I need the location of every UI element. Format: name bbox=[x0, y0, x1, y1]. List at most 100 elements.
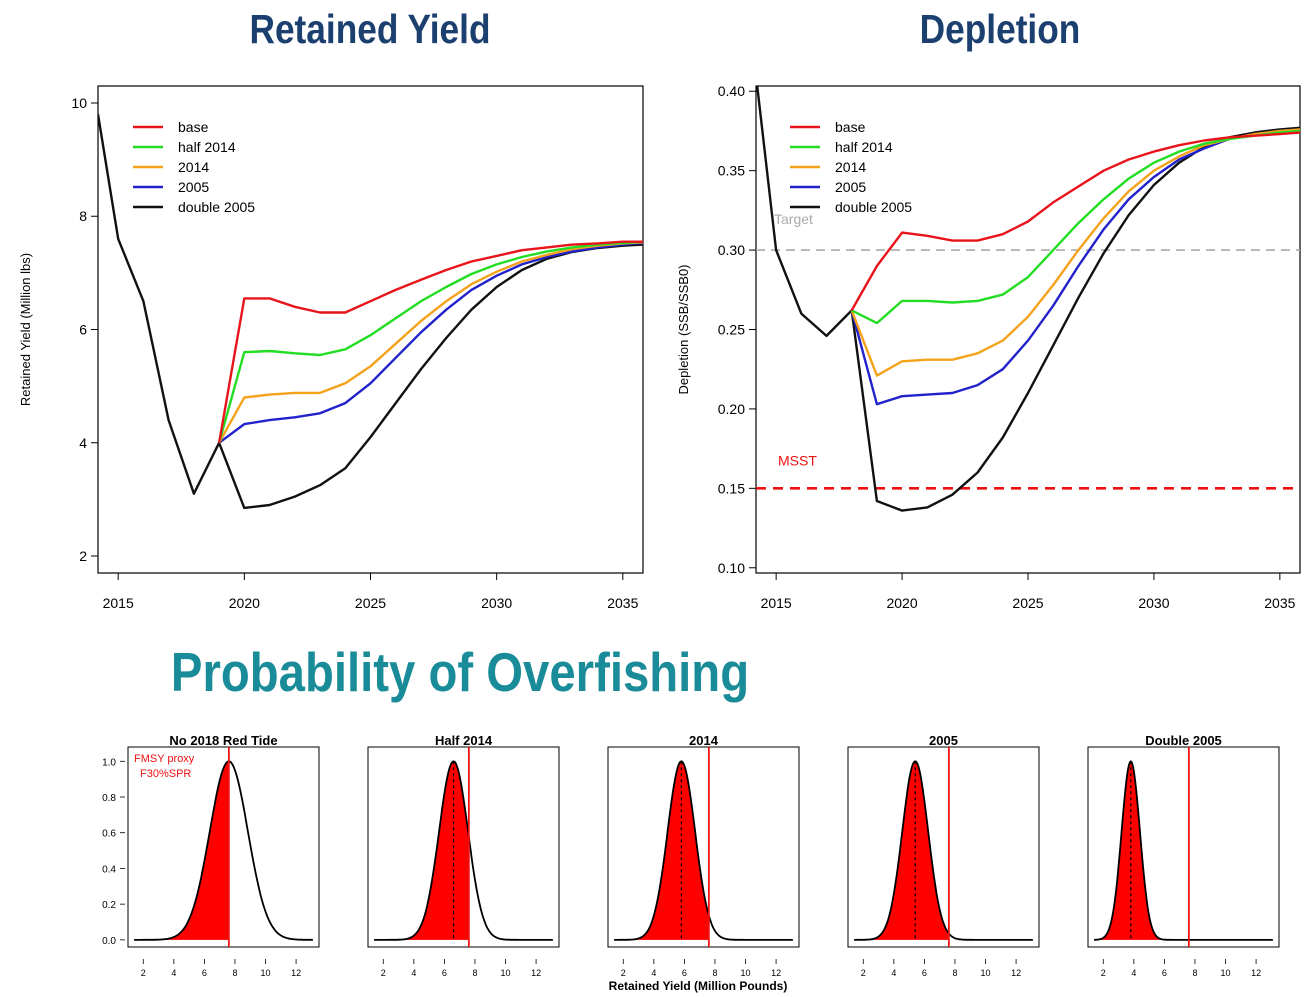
series-line-half-2014 bbox=[851, 129, 1300, 325]
y-tick-label: 0.0 bbox=[102, 936, 116, 947]
legend-label: half 2014 bbox=[178, 139, 236, 155]
x-tick-label: 2015 bbox=[761, 595, 792, 611]
legend: base half 2014 2014 2005 double 2005 bbox=[790, 119, 912, 215]
series-line-2014 bbox=[218, 241, 643, 444]
panel-title: 2005 bbox=[929, 733, 958, 748]
x-tick-label: 10 bbox=[501, 968, 511, 978]
x-tick-label: 2030 bbox=[481, 595, 512, 611]
x-tick-label: 2 bbox=[621, 968, 626, 978]
x-tick-label: 6 bbox=[682, 968, 687, 978]
legend-label: 2005 bbox=[178, 179, 209, 195]
density-curve bbox=[374, 760, 553, 941]
legend-label: double 2005 bbox=[178, 199, 255, 215]
series-line-base bbox=[217, 240, 643, 444]
y-axis-label: Depletion (SSB/SSB0) bbox=[676, 264, 691, 394]
series-lines bbox=[756, 86, 1300, 512]
series-line-half-2014 bbox=[217, 240, 643, 444]
legend: base half 2014 2014 2005 double 2005 bbox=[133, 119, 255, 215]
panel-title: 2014 bbox=[689, 733, 719, 748]
x-tick-label: 8 bbox=[472, 968, 477, 978]
x-tick-label: 6 bbox=[442, 968, 447, 978]
x-tick-label: 10 bbox=[741, 968, 751, 978]
legend-label: 2005 bbox=[835, 179, 866, 195]
panel-frame bbox=[127, 746, 320, 948]
panel-frame bbox=[847, 746, 1040, 948]
x-tick-label: 12 bbox=[291, 968, 301, 978]
legend-label: 2014 bbox=[178, 159, 209, 175]
x-tick-label: 4 bbox=[1131, 968, 1136, 978]
x-tick-label: 2025 bbox=[1012, 595, 1043, 611]
x-tick-label: 8 bbox=[712, 968, 717, 978]
x-tick-label: 2 bbox=[141, 968, 146, 978]
y-tick-label: 2 bbox=[79, 548, 87, 564]
target-label: Target bbox=[774, 211, 813, 227]
x-tick-label: 12 bbox=[771, 968, 781, 978]
legend-label: base bbox=[835, 119, 866, 135]
y-tick-label: 1.0 bbox=[102, 757, 116, 768]
y-tick-label: 0.8 bbox=[102, 793, 116, 804]
y-tick-label: 0.20 bbox=[718, 401, 745, 417]
x-tick-label: 10 bbox=[261, 968, 271, 978]
y-tick-label: 0.6 bbox=[102, 829, 116, 840]
x-tick-label: 6 bbox=[202, 968, 207, 978]
series-line-2005 bbox=[218, 241, 643, 444]
fmsy-annotation: F30%SPR bbox=[140, 768, 191, 780]
x-tick-label: 6 bbox=[922, 968, 927, 978]
depletion-title: Depletion bbox=[919, 6, 1081, 52]
retained-yield-chart: 2 4 6 8 10 2015 2020 2025 2030 2035 Retained Yield… bbox=[18, 85, 644, 611]
x-tick-label: 2 bbox=[1101, 968, 1106, 978]
legend-label: 2014 bbox=[835, 159, 866, 175]
y-axis-label: Retained Yield (Million lbs) bbox=[18, 253, 33, 406]
x-tick-label: 6 bbox=[1162, 968, 1167, 978]
panel-5: Double 2005 2 4 6 8 10 12 bbox=[1087, 733, 1280, 978]
series-line-2014 bbox=[850, 128, 1300, 377]
panel-title: No 2018 Red Tide bbox=[169, 733, 277, 748]
x-tick-label: 12 bbox=[1251, 968, 1261, 978]
density-curve bbox=[854, 760, 1033, 941]
x-tick-label: 4 bbox=[891, 968, 896, 978]
legend-label: half 2014 bbox=[835, 139, 893, 155]
x-tick-label: 2035 bbox=[1264, 595, 1295, 611]
x-tick-label: 8 bbox=[952, 968, 957, 978]
panel-2: Half 2014 2 4 6 8 10 12 bbox=[367, 733, 560, 978]
probability-panels: No 2018 Red Tide 2 4 6 8 10 12 0.0 0.2 0.4 0.6 0.8 1… bbox=[102, 733, 1280, 993]
overfishing-area bbox=[374, 761, 469, 940]
x-tick-label: 2 bbox=[861, 968, 866, 978]
x-tick-label: 2 bbox=[381, 968, 386, 978]
x-tick-label: 4 bbox=[171, 968, 176, 978]
y-tick-label: 0.30 bbox=[718, 242, 745, 258]
y-tick-label: 0.15 bbox=[718, 480, 745, 496]
y-tick-label: 0.35 bbox=[718, 163, 745, 179]
probability-title: Probability of Overfishing bbox=[170, 641, 750, 703]
x-tick-label: 4 bbox=[411, 968, 416, 978]
series-lines bbox=[98, 114, 643, 510]
x-tick-label: 2025 bbox=[355, 595, 386, 611]
probability-x-axis-label: Retained Yield (Million Pounds) bbox=[609, 979, 788, 993]
legend-label: double 2005 bbox=[835, 199, 912, 215]
y-tick-label: 0.2 bbox=[102, 900, 116, 911]
y-tick-label: 10 bbox=[71, 95, 87, 111]
x-tick-label: 2030 bbox=[1138, 595, 1169, 611]
x-tick-label: 2035 bbox=[607, 595, 638, 611]
x-tick-label: 12 bbox=[531, 968, 541, 978]
panel-frame bbox=[1087, 746, 1280, 948]
x-tick-label: 2015 bbox=[103, 595, 134, 611]
retained-yield-title: Retained Yield bbox=[249, 6, 491, 52]
overfishing-area bbox=[134, 761, 229, 940]
fmsy-annotation: FMSY proxy bbox=[134, 753, 195, 765]
panel-frame bbox=[367, 746, 560, 948]
density-curve bbox=[1094, 760, 1273, 941]
y-tick-label: 0.25 bbox=[718, 322, 745, 338]
series-line-double-2005 bbox=[98, 114, 643, 510]
x-tick-label: 12 bbox=[1011, 968, 1021, 978]
panel-4: 2005 2 4 6 8 10 12 bbox=[847, 733, 1040, 978]
panel-frame bbox=[607, 746, 800, 948]
msst-label: MSST bbox=[778, 452, 817, 468]
panel-title: Double 2005 bbox=[1145, 733, 1222, 748]
series-line-2005 bbox=[850, 128, 1300, 406]
density-curve bbox=[614, 760, 793, 941]
x-tick-label: 10 bbox=[1221, 968, 1231, 978]
y-tick-label: 6 bbox=[79, 322, 87, 338]
panel-title: Half 2014 bbox=[435, 733, 493, 748]
